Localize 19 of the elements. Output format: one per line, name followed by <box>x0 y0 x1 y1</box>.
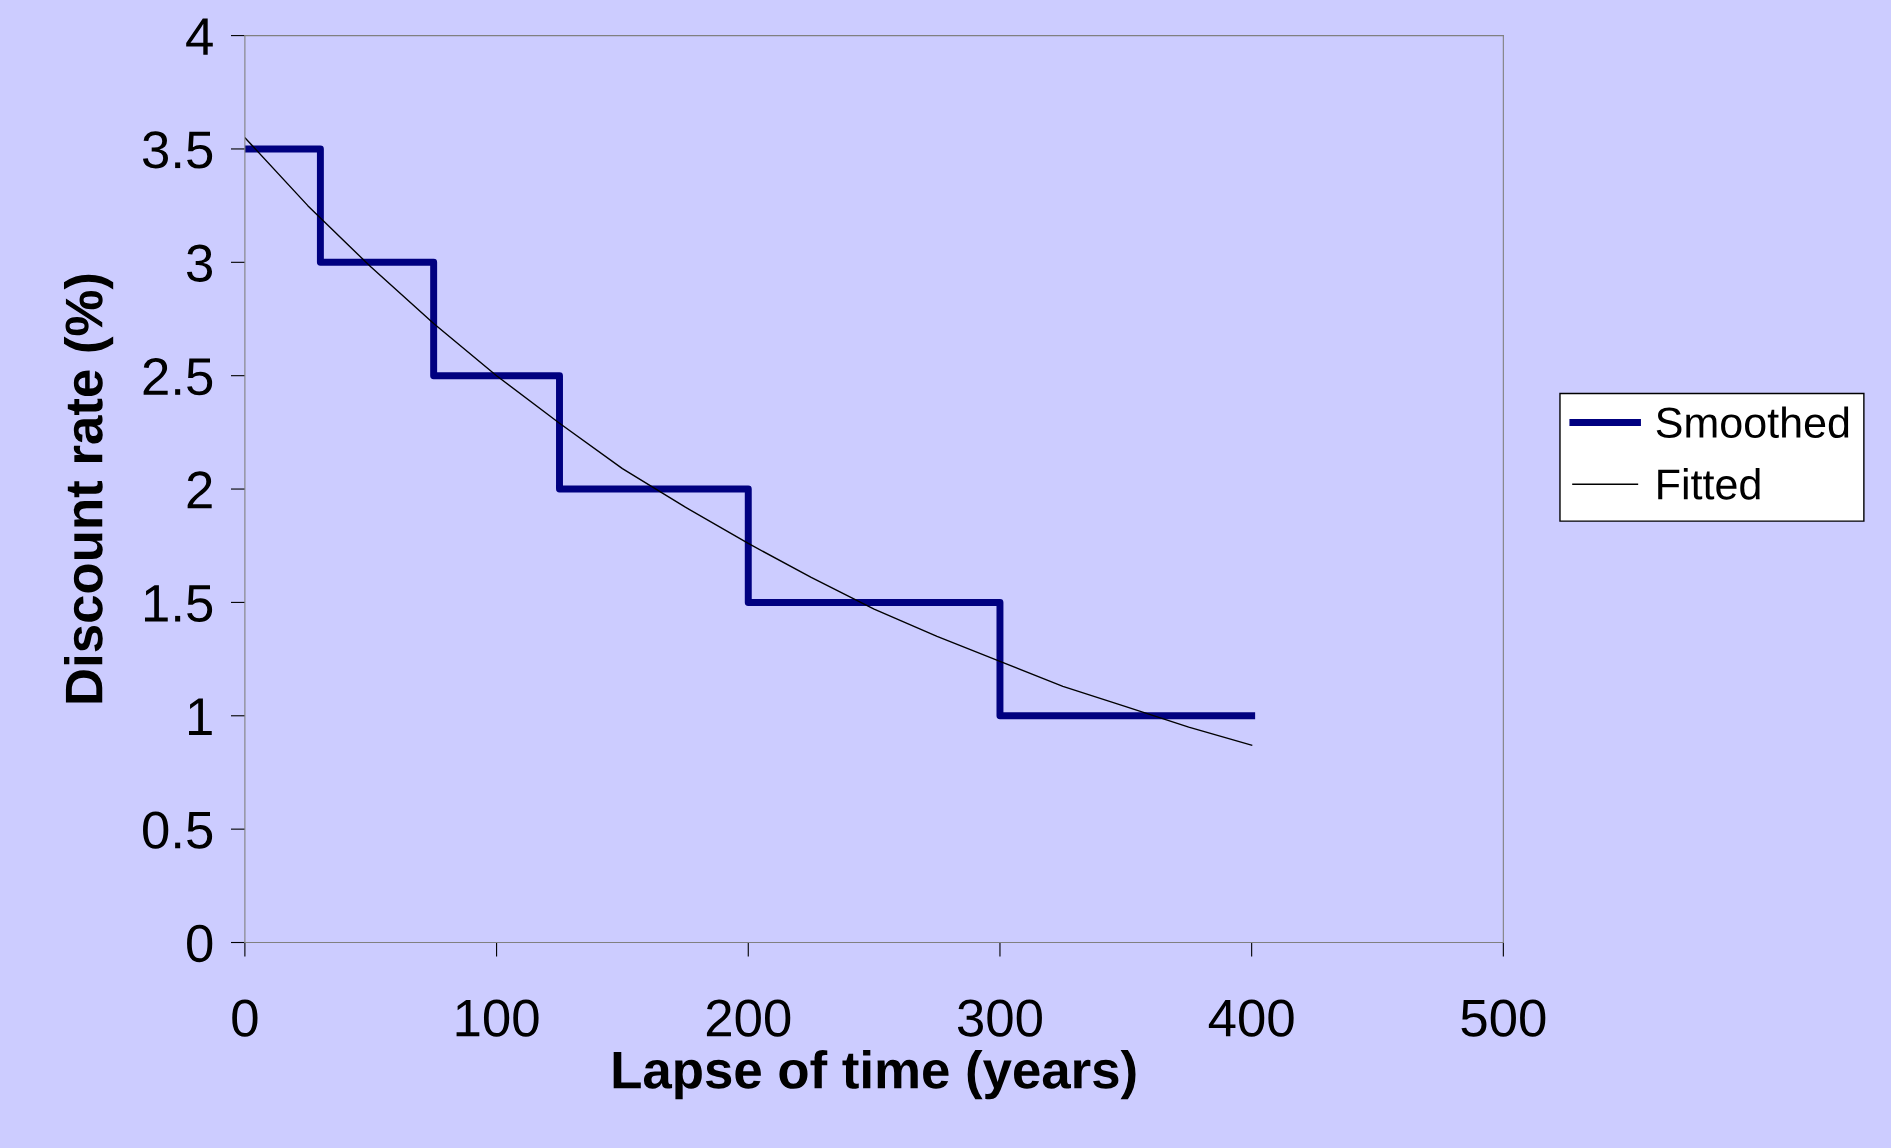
y-tick-label: 2.5 <box>143 357 213 396</box>
y-tick-label: 1.5 <box>144 585 213 623</box>
legend-label: Fitted <box>1658 468 1760 500</box>
y-tick-label: 3.5 <box>142 131 213 169</box>
y-tick-label: 2 <box>187 471 212 509</box>
x-tick-label: 200 <box>706 999 791 1037</box>
legend-label: Smoothed <box>1656 406 1849 439</box>
y-tick-label: 0.5 <box>143 811 213 849</box>
y-tick-label: 1 <box>189 698 212 735</box>
x-axis-title: Lapse of time (years) <box>613 1050 1136 1100</box>
y-tick-label: 3 <box>186 244 213 282</box>
y-axis-title: Discount rate (%) <box>63 274 114 703</box>
x-tick-label: 400 <box>1208 999 1294 1037</box>
y-tick-label: 4 <box>186 18 213 55</box>
x-tick-label: 500 <box>1461 999 1546 1037</box>
x-tick-label: 0 <box>232 999 258 1037</box>
x-tick-label: 100 <box>456 999 539 1037</box>
x-tick-label: 300 <box>957 999 1042 1037</box>
y-tick-label: 0 <box>187 924 213 963</box>
